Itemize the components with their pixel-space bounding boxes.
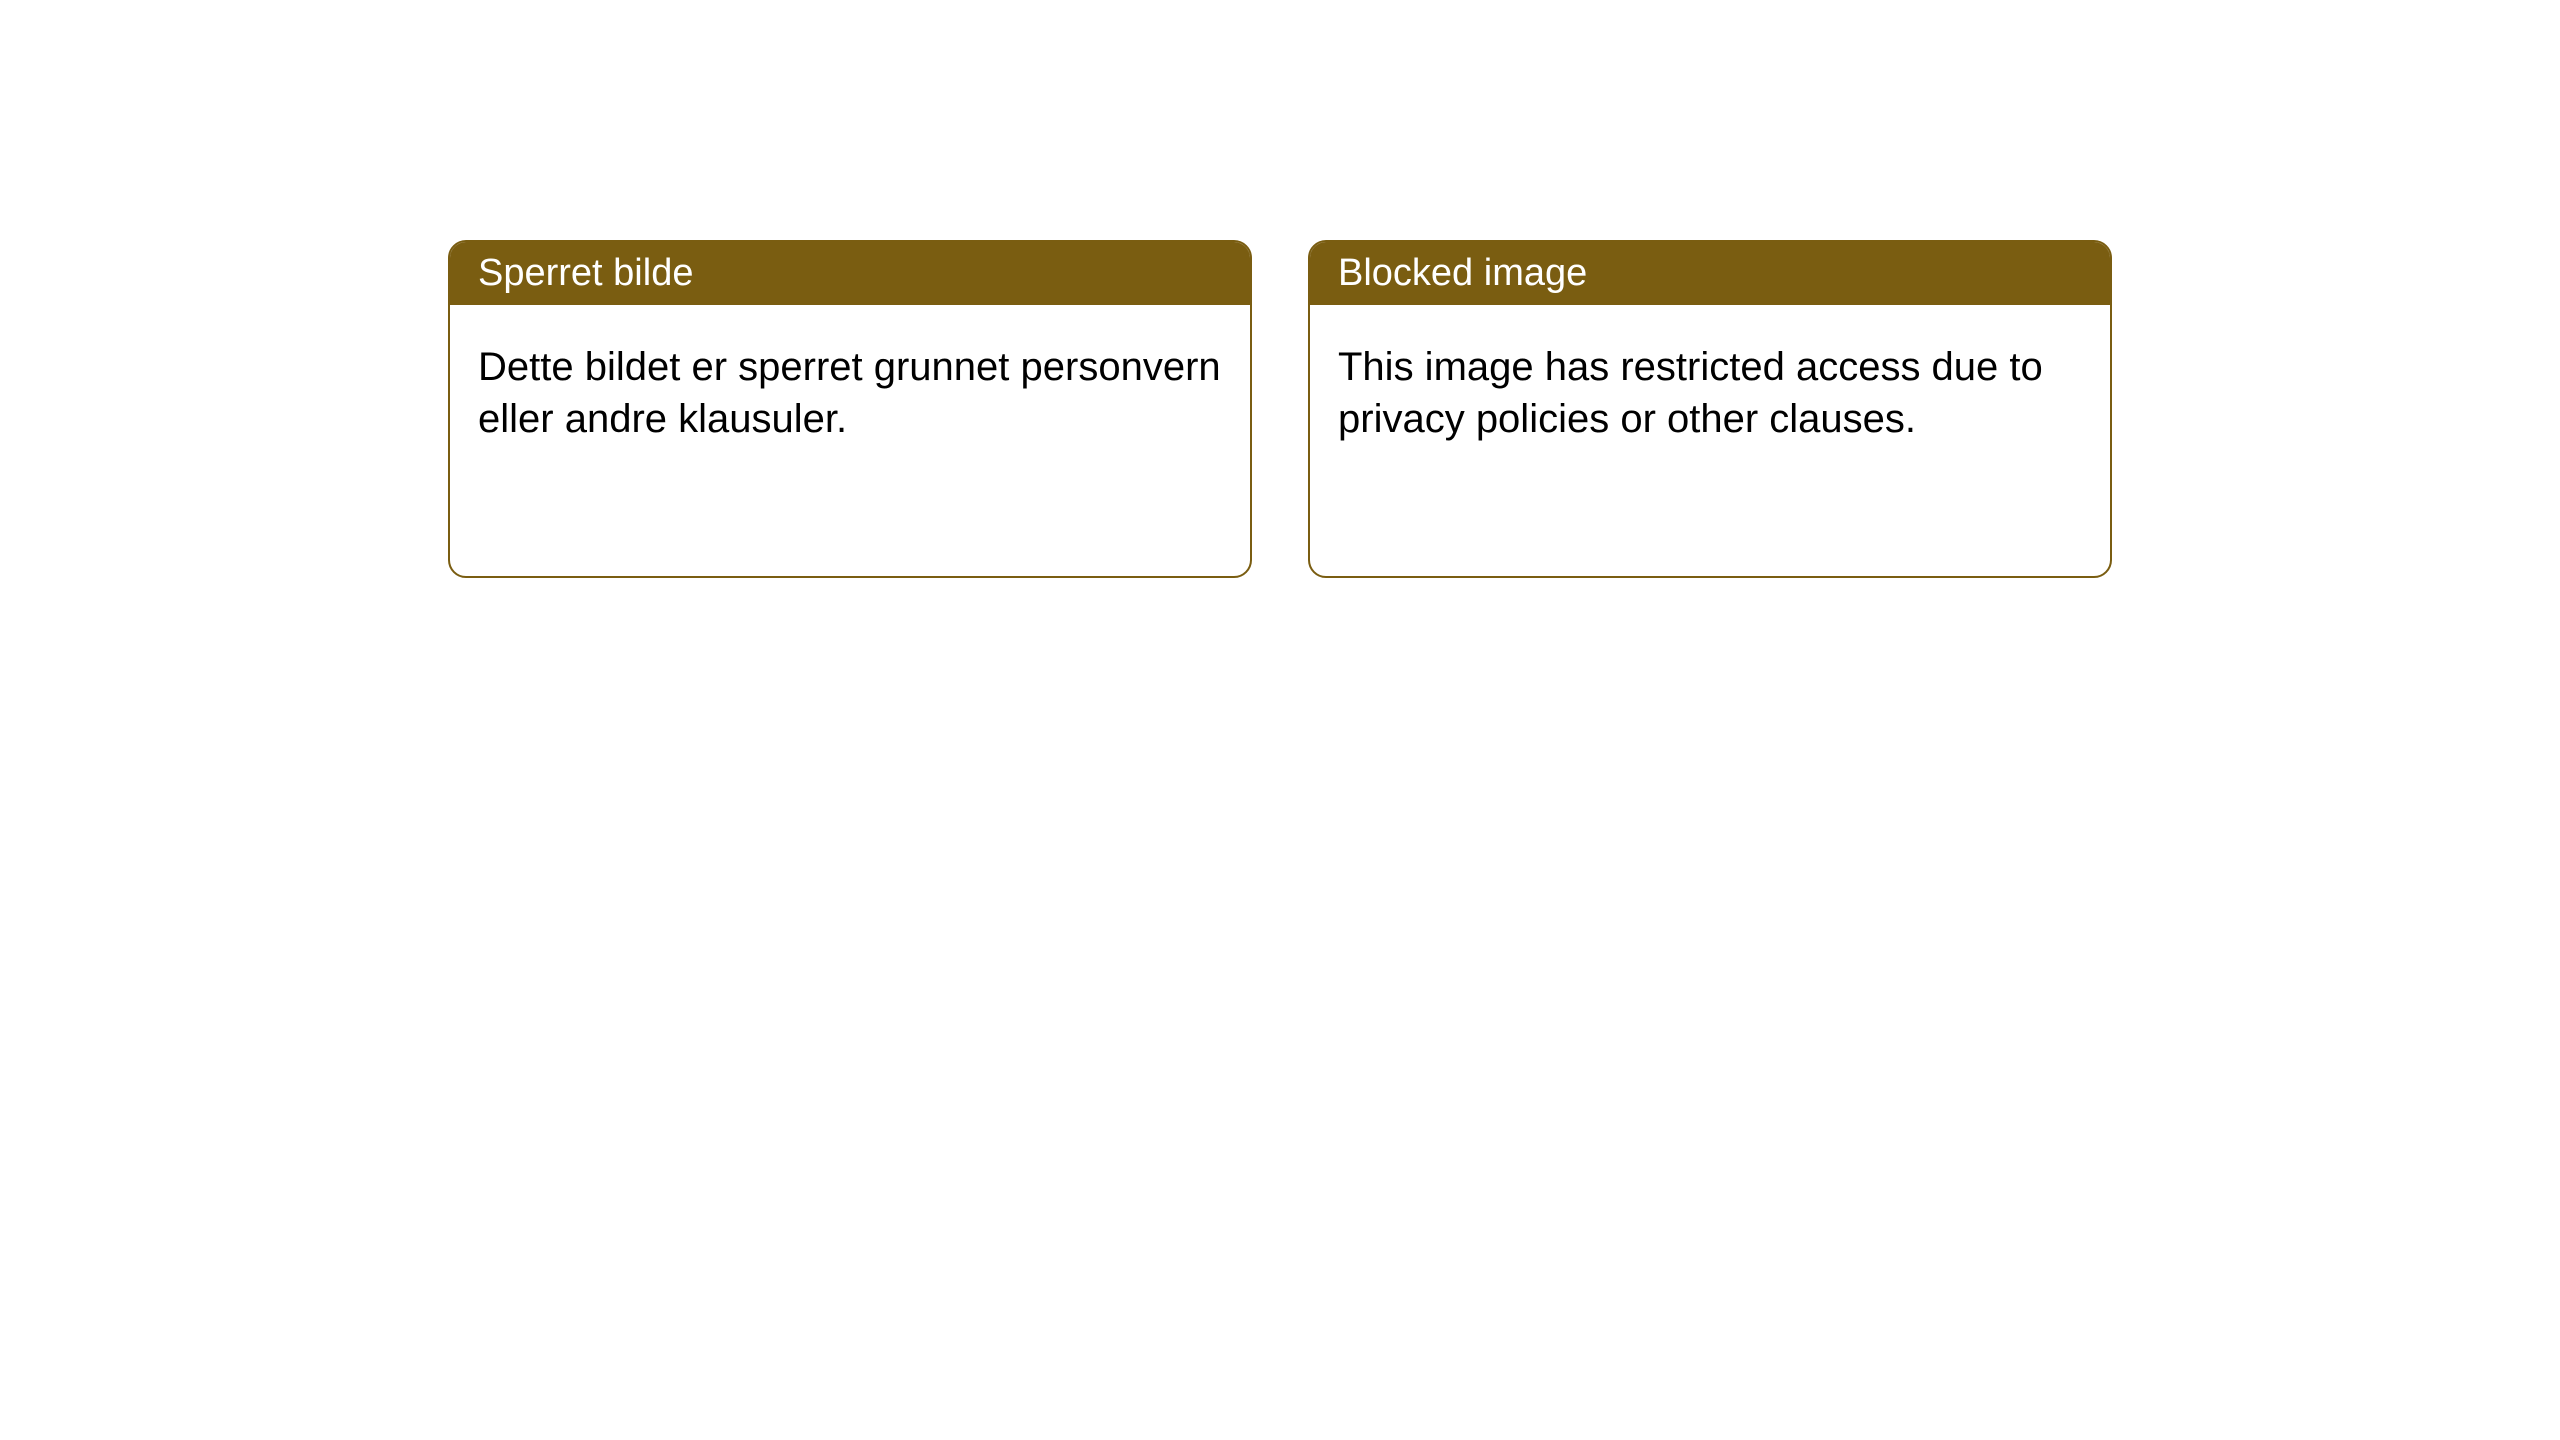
card-header: Blocked image bbox=[1310, 242, 2110, 305]
blocked-image-card-norwegian: Sperret bilde Dette bildet er sperret gr… bbox=[448, 240, 1252, 578]
card-header: Sperret bilde bbox=[450, 242, 1250, 305]
card-text: Dette bildet er sperret grunnet personve… bbox=[478, 345, 1221, 441]
card-title: Blocked image bbox=[1338, 252, 1587, 294]
blocked-image-card-english: Blocked image This image has restricted … bbox=[1308, 240, 2112, 578]
card-body: This image has restricted access due to … bbox=[1310, 305, 2110, 481]
card-title: Sperret bilde bbox=[478, 252, 693, 294]
card-container: Sperret bilde Dette bildet er sperret gr… bbox=[448, 240, 2112, 578]
card-text: This image has restricted access due to … bbox=[1338, 345, 2043, 441]
card-body: Dette bildet er sperret grunnet personve… bbox=[450, 305, 1250, 481]
